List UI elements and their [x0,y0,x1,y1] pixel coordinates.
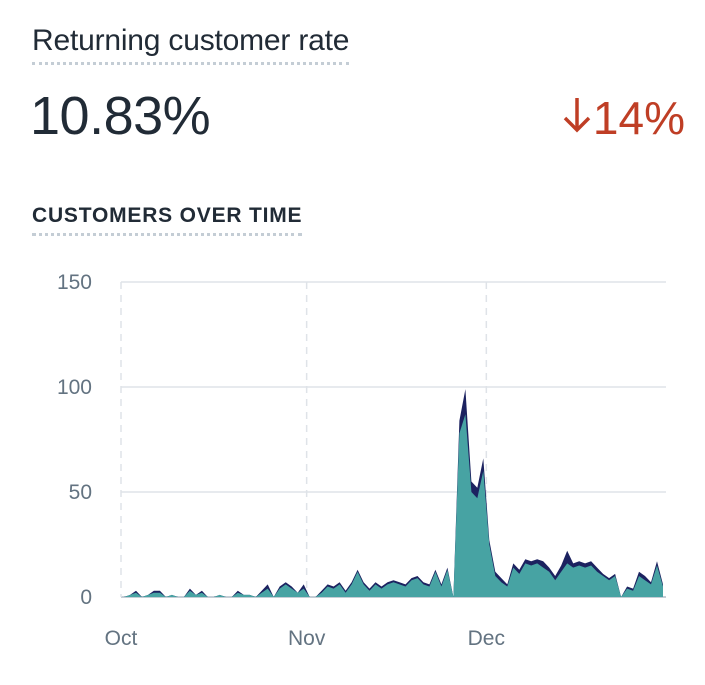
chart-areas [123,389,664,597]
chart-axis: 0 50 100 150 Oct Nov Dec [57,271,505,650]
y-tick-label: 0 [80,586,92,609]
metric-value: 10.83% [30,86,211,146]
chart-section-title[interactable]: CUSTOMERS OVER TIME [32,203,303,236]
x-tick-label: Dec [468,627,505,650]
x-tick-label: Nov [288,627,326,650]
series-1-area [123,414,664,597]
metric-change-value: 14% [592,92,685,144]
y-tick-label: 100 [57,376,92,399]
series-2-area [123,389,664,597]
metric-title[interactable]: Returning customer rate [32,24,349,65]
arrow-down-icon [563,88,591,148]
y-tick-label: 150 [57,271,92,294]
y-tick-label: 50 [69,481,92,504]
metric-change: 14% [563,88,685,148]
chart-grid [120,281,666,598]
x-tick-label: Oct [105,627,138,650]
